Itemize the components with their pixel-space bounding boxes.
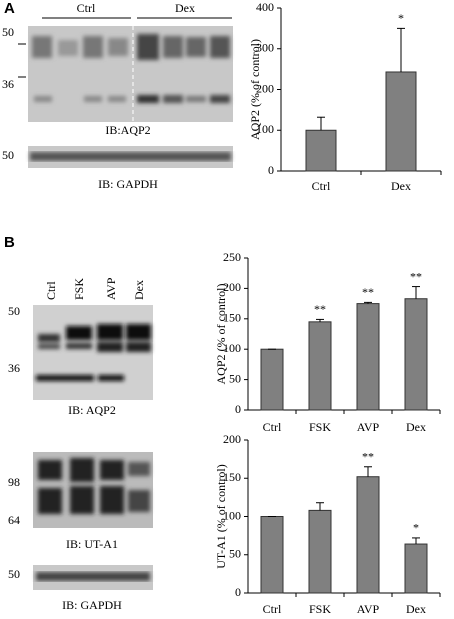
mw-marker: 36 [8, 361, 20, 375]
mw-marker: 64 [8, 513, 20, 527]
y-tick-label: 0 [235, 402, 241, 416]
blot-label: IB: GAPDH [62, 598, 122, 612]
significance: ** [362, 285, 374, 299]
x-tick-label: Ctrl [263, 602, 282, 616]
y-tick-label: 0 [268, 163, 274, 177]
bar [308, 509, 332, 594]
bar [385, 71, 417, 172]
lane-label: Dex [132, 280, 146, 300]
y-tick-label: 150 [223, 470, 241, 484]
significance: ** [410, 269, 422, 283]
y-tick-label: 200 [256, 81, 274, 95]
significance: * [398, 11, 404, 25]
y-tick-label: 150 [223, 311, 241, 325]
bar [260, 516, 284, 594]
x-tick-label: FSK [309, 602, 331, 616]
y-tick-label: 200 [223, 280, 241, 294]
bar [356, 303, 380, 411]
bar [308, 321, 332, 411]
mw-marker: 50 [8, 304, 20, 318]
lane-label: AVP [104, 277, 118, 300]
blot-b: Ctrl FSK AVP Dex 50 36 IB: AQP2 98 64 IB… [8, 277, 153, 612]
lane-label: FSK [72, 278, 86, 300]
y-tick-label: 100 [223, 341, 241, 355]
y-tick-label: 100 [223, 508, 241, 522]
bar [404, 298, 428, 411]
mw-marker: 50 [2, 148, 14, 162]
bar [305, 129, 337, 172]
significance: ** [362, 450, 374, 464]
panel-label: B [4, 234, 15, 251]
blot-label: IB: GAPDH [98, 177, 158, 191]
x-tick-label: Ctrl [312, 179, 331, 193]
blot-label: IB: AQP2 [68, 403, 116, 417]
y-tick-label: 50 [229, 371, 241, 385]
x-tick-label: Ctrl [263, 420, 282, 434]
y-tick-label: 0 [235, 585, 241, 599]
significance: ** [314, 302, 326, 316]
mw-marker: 50 [2, 25, 14, 39]
y-tick-label: 250 [223, 250, 241, 264]
lane-label: Ctrl [44, 281, 58, 300]
x-tick-label: Dex [406, 420, 426, 434]
x-tick-label: AVP [357, 602, 380, 616]
x-tick-label: FSK [309, 420, 331, 434]
mw-marker: 98 [8, 475, 20, 489]
y-tick-label: 300 [256, 41, 274, 55]
x-tick-label: AVP [357, 420, 380, 434]
group-label: Ctrl [77, 1, 96, 15]
mw-marker: 36 [2, 77, 14, 91]
panel-label: A [4, 0, 15, 17]
y-axis-label: UT-A1 (% of control) [214, 464, 228, 569]
bar [404, 543, 428, 594]
y-tick-label: 400 [256, 0, 274, 14]
y-tick-label: 200 [223, 432, 241, 446]
significance: * [413, 521, 419, 535]
bar [260, 348, 284, 411]
blot-a: Ctrl Dex 50 36 IB:AQP2 50 IB: GAPDH [2, 1, 233, 191]
blot-label: IB: UT-A1 [66, 537, 118, 551]
bar [356, 476, 380, 594]
y-tick-label: 100 [256, 122, 274, 136]
y-tick-label: 50 [229, 547, 241, 561]
group-label: Dex [175, 1, 195, 15]
y-axis-label: AQP2 (% of control) [248, 39, 262, 140]
x-tick-label: Dex [406, 602, 426, 616]
y-axis-label: AQP2 (% of control) [214, 284, 228, 385]
blot-label: IB:AQP2 [105, 123, 150, 137]
mw-marker: 50 [8, 567, 20, 581]
x-tick-label: Dex [391, 179, 411, 193]
